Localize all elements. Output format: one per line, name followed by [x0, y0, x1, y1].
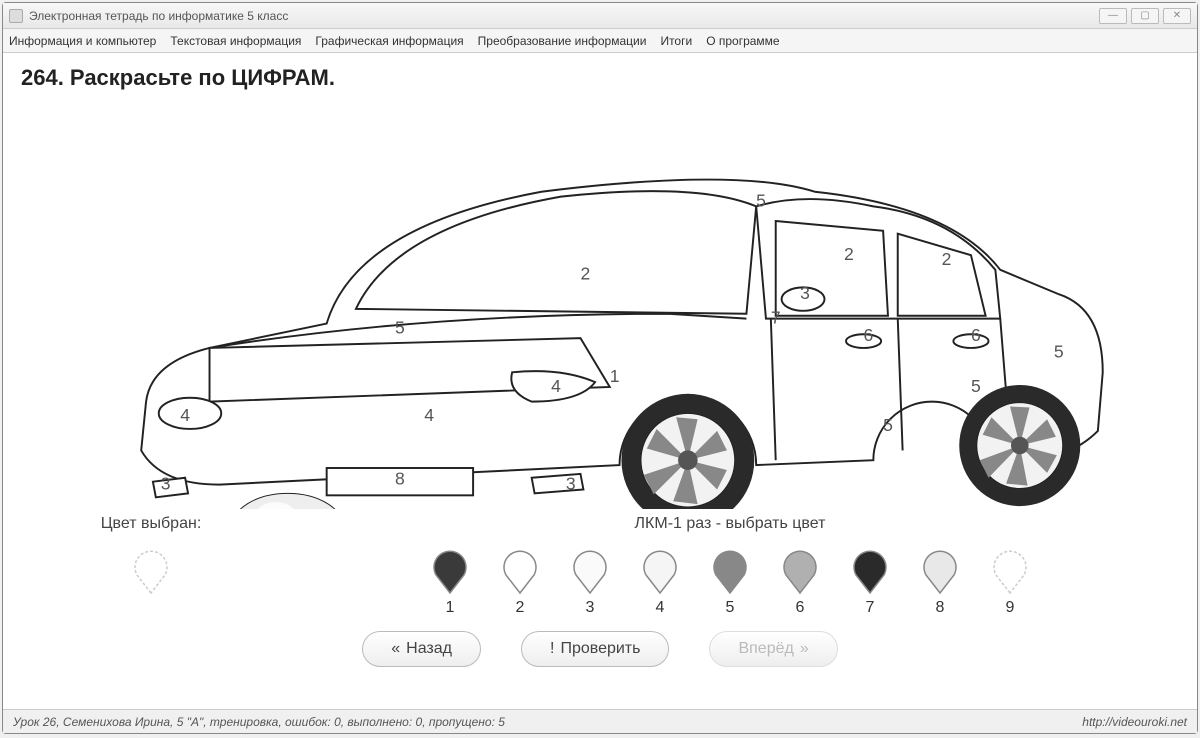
- region-number: 8: [395, 469, 405, 489]
- swatch-number: 5: [726, 599, 735, 617]
- titlebar: Электронная тетрадь по информатике 5 кла…: [3, 3, 1197, 29]
- menu-item[interactable]: Графическая информация: [315, 34, 463, 48]
- menu-item[interactable]: Текстовая информация: [170, 34, 301, 48]
- check-label: Проверить: [560, 640, 640, 658]
- color-swatch[interactable]: 5: [708, 543, 752, 617]
- swatch-number: 7: [866, 599, 875, 617]
- app-window: Электронная тетрадь по информатике 5 кла…: [2, 2, 1198, 734]
- selected-color-drop: [129, 543, 173, 599]
- swatch-number: 9: [1006, 599, 1015, 617]
- maximize-button[interactable]: ▢: [1131, 8, 1159, 24]
- region-number: 2: [580, 264, 590, 284]
- window-controls: — ▢ ✕: [1099, 8, 1191, 24]
- selected-color-label: Цвет выбран:: [21, 515, 281, 533]
- car-svg: 5222375665551444338: [21, 99, 1179, 509]
- color-swatch[interactable]: 1: [428, 543, 472, 617]
- window-title: Электронная тетрадь по информатике 5 кла…: [29, 9, 288, 23]
- region-number: 7: [771, 308, 781, 328]
- region-number: 5: [395, 317, 405, 337]
- content-area: 264. Раскрасьте по ЦИФРАМ.: [3, 53, 1197, 709]
- palette-row: Цвет выбран: ЛКМ-1 раз - выбрать цвет 1 2…: [21, 515, 1179, 617]
- menu-item[interactable]: Преобразование информации: [478, 34, 647, 48]
- swatch-number: 4: [656, 599, 665, 617]
- menu-item[interactable]: О программе: [706, 34, 779, 48]
- color-swatch[interactable]: 4: [638, 543, 682, 617]
- region-number: 5: [883, 415, 893, 435]
- palette-section: ЛКМ-1 раз - выбрать цвет 1 2 3 4 5 6 7 8 9: [281, 515, 1179, 617]
- minimize-button[interactable]: —: [1099, 8, 1127, 24]
- region-number: 3: [566, 473, 576, 493]
- status-text: Урок 26, Семенихова Ирина, 5 "А", тренир…: [13, 715, 505, 729]
- region-number: 4: [551, 376, 561, 396]
- check-button[interactable]: ! Проверить: [521, 631, 669, 667]
- back-label: Назад: [406, 640, 452, 658]
- region-number: 4: [424, 405, 434, 425]
- chevron-left-icon: «: [391, 640, 400, 658]
- region-number: 2: [942, 249, 952, 269]
- region-number: 5: [971, 376, 981, 396]
- color-swatch[interactable]: 8: [918, 543, 962, 617]
- menu-item[interactable]: Информация и компьютер: [9, 34, 156, 48]
- swatch-number: 2: [516, 599, 525, 617]
- selected-color-section: Цвет выбран:: [21, 515, 281, 599]
- chevron-right-icon: »: [800, 640, 809, 658]
- rear-wheel: [959, 385, 1080, 506]
- swatch-number: 1: [446, 599, 455, 617]
- swatch-number: 6: [796, 599, 805, 617]
- color-swatch[interactable]: 3: [568, 543, 612, 617]
- region-number: 1: [610, 366, 620, 386]
- color-swatch[interactable]: 6: [778, 543, 822, 617]
- region-number: 5: [756, 190, 766, 210]
- palette-instruction: ЛКМ-1 раз - выбрать цвет: [281, 515, 1179, 533]
- back-button[interactable]: « Назад: [362, 631, 481, 667]
- menubar: Информация и компьютер Текстовая информа…: [3, 29, 1197, 53]
- color-swatch[interactable]: 7: [848, 543, 892, 617]
- forward-label: Вперёд: [738, 640, 793, 658]
- region-number: 6: [971, 325, 981, 345]
- region-number: 3: [161, 473, 171, 493]
- color-swatch[interactable]: 2: [498, 543, 542, 617]
- app-icon: [9, 9, 23, 23]
- task-title: 264. Раскрасьте по ЦИФРАМ.: [21, 65, 1179, 91]
- forward-button[interactable]: Вперёд »: [709, 631, 837, 667]
- car-drawing[interactable]: 5222375665551444338: [21, 99, 1179, 509]
- region-number: 3: [800, 283, 810, 303]
- status-url: http://videouroki.net: [1082, 715, 1187, 729]
- swatch-number: 8: [936, 599, 945, 617]
- region-number: 4: [180, 405, 190, 425]
- nav-buttons: « Назад ! Проверить Вперёд »: [21, 631, 1179, 667]
- region-number: 5: [1054, 342, 1064, 362]
- statusbar: Урок 26, Семенихова Ирина, 5 "А", тренир…: [3, 709, 1197, 733]
- swatch-number: 3: [586, 599, 595, 617]
- region-number: 2: [844, 244, 854, 264]
- menu-item[interactable]: Итоги: [660, 34, 692, 48]
- close-button[interactable]: ✕: [1163, 8, 1191, 24]
- exclaim-icon: !: [550, 640, 554, 658]
- color-swatch[interactable]: 9: [988, 543, 1032, 617]
- region-number: 6: [864, 325, 874, 345]
